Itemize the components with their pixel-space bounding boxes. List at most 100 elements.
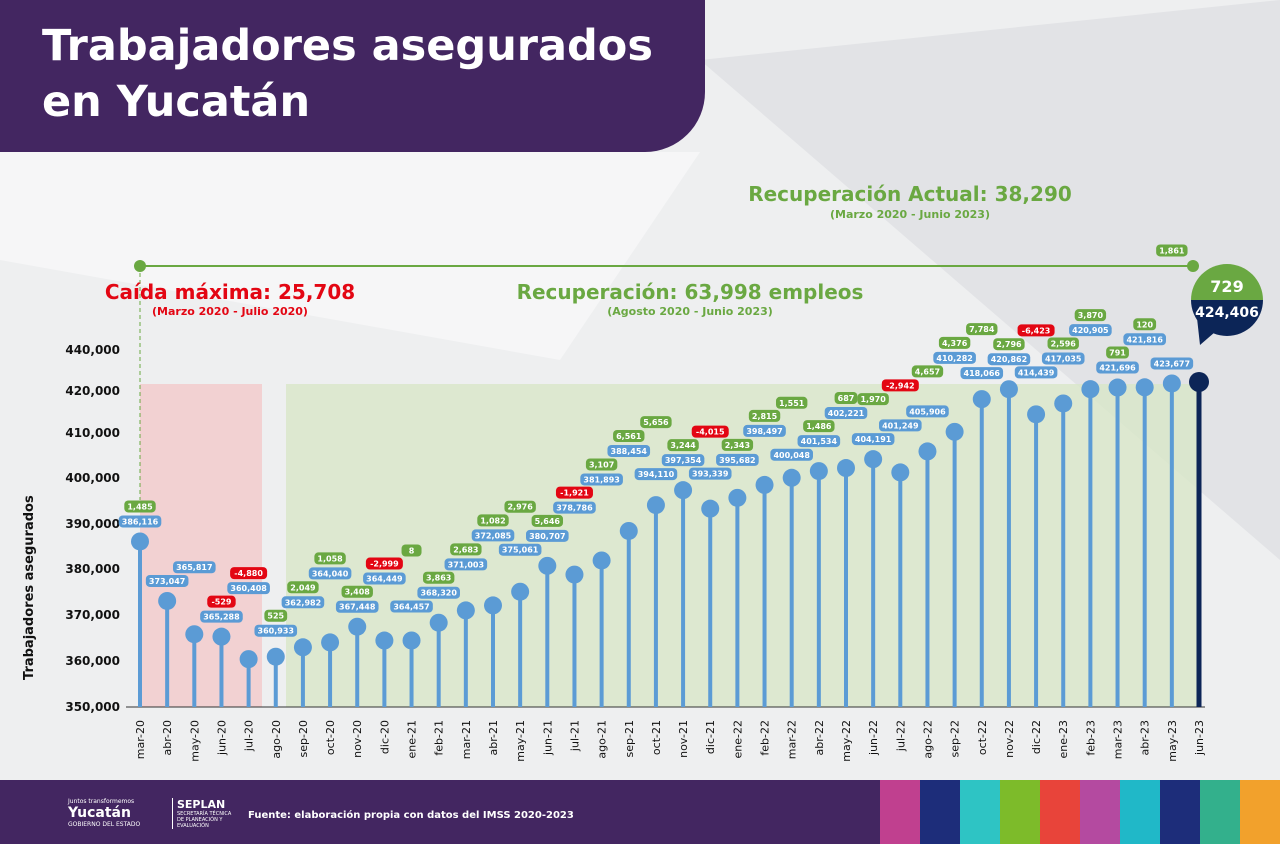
- value-label: 388,454: [611, 447, 648, 456]
- value-label-bg: [1096, 361, 1139, 374]
- lollipop-dot: [266, 647, 285, 666]
- lollipop-dot: [646, 496, 665, 515]
- y-tick-label: 390,000: [65, 517, 120, 531]
- value-label-bg: [526, 529, 569, 542]
- value-label-bg: [145, 574, 189, 587]
- value-label: 375,061: [502, 546, 539, 555]
- y-tick-label: 420,000: [65, 384, 120, 398]
- change-label: 5,646: [535, 517, 561, 526]
- value-label: 397,354: [665, 456, 702, 465]
- change-label: 2,815: [752, 412, 778, 421]
- lollipop-dot: [891, 463, 910, 482]
- value-label-bg: [363, 572, 406, 585]
- value-label: 423,677: [1154, 359, 1190, 368]
- lollipop-dot: [185, 625, 204, 644]
- change-label: 1,970: [860, 395, 886, 404]
- x-tick-label: dic-20: [378, 720, 391, 754]
- change-label: 3,863: [426, 574, 451, 583]
- x-tick-label: sep-20: [297, 720, 310, 757]
- value-label: 365,817: [176, 563, 212, 572]
- value-label: 364,040: [312, 569, 349, 578]
- change-label-bg: [555, 486, 593, 499]
- change-label-bg: [504, 500, 536, 513]
- x-tick-label: mar-23: [1112, 720, 1125, 759]
- lollipop-dot: [484, 596, 502, 615]
- value-label: 414,439: [1018, 368, 1055, 377]
- max-drop-title: Caída máxima: 25,708: [104, 280, 356, 304]
- change-label: 1,485: [127, 502, 153, 511]
- value-label-bg: [661, 454, 705, 467]
- value-label: 401,249: [882, 421, 919, 430]
- change-label: 525: [267, 612, 284, 621]
- value-label-bg: [227, 582, 270, 595]
- lollipop-dot: [837, 459, 855, 478]
- lollipop-dot: [1054, 394, 1073, 413]
- value-label: 410,282: [936, 354, 972, 363]
- x-tick-label: ene-21: [406, 720, 419, 758]
- value-label: 364,449: [366, 575, 403, 584]
- x-tick-label: jul-22: [894, 720, 907, 752]
- lollipop-dot: [1027, 405, 1046, 424]
- value-label-bg: [417, 586, 460, 599]
- change-label: 8: [409, 546, 415, 555]
- x-tick-label: nov-22: [1003, 720, 1016, 758]
- change-label: -1,921: [560, 489, 589, 498]
- seplan-name: SEPLAN: [177, 798, 226, 811]
- change-label: 3,244: [670, 441, 696, 450]
- value-label-bg: [634, 468, 678, 481]
- value-label-bg: [851, 433, 895, 446]
- change-label-bg: [124, 500, 156, 513]
- value-label: 365,288: [203, 613, 240, 622]
- change-label: 120: [1136, 320, 1153, 329]
- lollipop-dot: [864, 450, 883, 469]
- y-tick-label: 410,000: [65, 426, 120, 440]
- recovery-current-period: (Marzo 2020 - Junio 2023): [829, 208, 990, 221]
- change-label-bg: [1017, 324, 1055, 337]
- lollipop-dot: [1135, 378, 1154, 397]
- lollipop-dot: [619, 521, 638, 540]
- last-change-bubble: [1191, 264, 1263, 300]
- lollipop-dot: [972, 390, 991, 409]
- value-label-bg: [743, 424, 786, 437]
- change-label-bg: [938, 336, 971, 349]
- value-label: 400,048: [773, 451, 810, 460]
- chart: 350,000 360,000 370,000 380,000 390,000 400,0…: [65, 244, 1263, 762]
- value-label-bg: [281, 596, 325, 609]
- change-label: -2,942: [886, 381, 915, 390]
- change-label-bg: [911, 365, 944, 378]
- x-tick-label: mar-22: [786, 720, 799, 759]
- value-label: 417,035: [1045, 354, 1082, 363]
- x-tick-label: sep-22: [949, 720, 962, 757]
- change-label: 3,870: [1078, 311, 1104, 320]
- value-label-bg: [1041, 352, 1085, 365]
- lollipop-dot: [728, 488, 747, 507]
- value-label-bg: [987, 353, 1031, 366]
- x-tick-label: abr-22: [813, 720, 826, 756]
- x-tick-label: ago-21: [596, 720, 609, 759]
- change-label-bg: [667, 439, 699, 452]
- value-label-bg: [797, 435, 841, 448]
- change-label: -6,423: [1022, 326, 1051, 335]
- header-banner: Trabajadores asegurados en Yucatán: [0, 0, 705, 152]
- change-label: 7,784: [969, 325, 995, 334]
- change-label-bg: [450, 543, 482, 556]
- value-label-bg: [1014, 366, 1058, 379]
- lollipop-dot: [511, 582, 530, 601]
- x-tick-label: oct-22: [976, 720, 989, 755]
- x-tick-label: may-22: [840, 720, 853, 762]
- change-label-bg: [857, 393, 889, 406]
- change-label-bg: [365, 557, 403, 570]
- change-label-bg: [207, 595, 236, 608]
- x-tick-label: nov-20: [351, 720, 364, 758]
- value-label: 393,339: [692, 470, 729, 479]
- change-label-bg: [422, 571, 455, 584]
- value-label: 368,320: [420, 589, 457, 598]
- x-tick-label: jun-21: [541, 720, 554, 756]
- change-label-bg: [531, 514, 564, 527]
- value-label-bg: [173, 561, 216, 574]
- lollipop-dot: [538, 556, 557, 575]
- lollipop-dot: [429, 613, 448, 632]
- value-label-bg: [390, 600, 433, 613]
- lollipop-dot: [701, 499, 720, 518]
- value-label-bg: [906, 405, 949, 418]
